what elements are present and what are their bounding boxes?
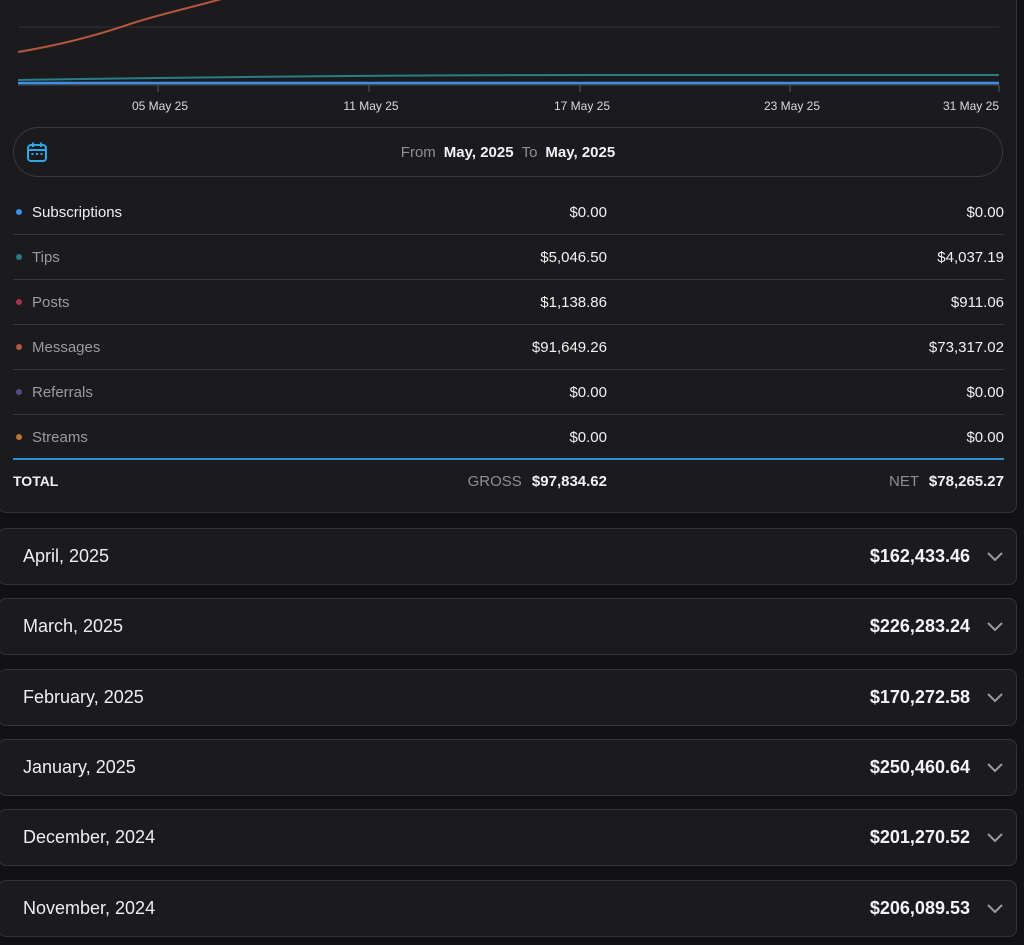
calendar-icon[interactable] <box>26 141 48 163</box>
category-label: Referrals <box>32 383 93 401</box>
gross-value: $0.00 <box>569 428 607 446</box>
month-name: April, 2025 <box>23 546 110 566</box>
total-row: TOTAL GROSS $97,834.62 NET $78,265.27 <box>13 460 1004 502</box>
category-row-messages: Messages $91,649.26 $73,317.02 <box>13 325 1004 370</box>
net-value: $4,037.19 <box>937 248 1004 266</box>
category-row-posts: Posts $1,138.86 $911.06 <box>13 280 1004 325</box>
x-tick-label: 05 May 25 <box>132 99 188 113</box>
earnings-breakdown: Subscriptions $0.00 $0.00 Tips $5,046.50… <box>13 190 1004 502</box>
month-row-february-2025[interactable]: February, 2025 $170,272.58 <box>0 669 1017 726</box>
month-row-december-2024[interactable]: December, 2024 $201,270.52 <box>0 809 1017 866</box>
net-value: $911.06 <box>950 293 1004 311</box>
legend-dot-posts <box>16 299 22 305</box>
legend-dot-streams <box>16 434 22 440</box>
chevron-down-icon[interactable] <box>986 828 1004 846</box>
month-name: December, 2024 <box>23 827 156 847</box>
month-name: March, 2025 <box>23 616 124 636</box>
from-value[interactable]: May, 2025 <box>443 143 514 161</box>
category-label: Subscriptions <box>32 203 123 221</box>
net-label: NET <box>889 472 919 490</box>
month-amount: $162,433.46 <box>869 546 970 566</box>
category-label: Messages <box>32 338 101 356</box>
series-line-tips <box>17 74 999 81</box>
category-label: Streams <box>32 428 88 446</box>
gross-total: GROSS $97,834.62 <box>468 473 607 490</box>
month-amount: $201,270.52 <box>869 827 970 847</box>
date-range-picker[interactable]: From May, 2025 To May, 2025 <box>13 127 1003 177</box>
legend-dot-referrals <box>16 389 22 395</box>
month-row-april-2025[interactable]: April, 2025 $162,433.46 <box>0 528 1017 585</box>
x-tick-label: 31 May 25 <box>943 99 999 113</box>
category-row-subscriptions: Subscriptions $0.00 $0.00 <box>13 190 1004 235</box>
x-tick-label: 23 May 25 <box>764 99 820 113</box>
month-row-january-2025[interactable]: January, 2025 $250,460.64 <box>0 739 1017 796</box>
to-label: To <box>521 143 538 161</box>
category-row-referrals: Referrals $0.00 $0.00 <box>13 370 1004 415</box>
gross-value: $5,046.50 <box>540 248 607 266</box>
to-value[interactable]: May, 2025 <box>545 143 616 161</box>
legend-dot-messages <box>16 344 22 350</box>
gross-label: GROSS <box>467 472 522 490</box>
month-row-march-2025[interactable]: March, 2025 $226,283.24 <box>0 598 1017 655</box>
month-name: January, 2025 <box>23 757 136 777</box>
month-amount: $226,283.24 <box>869 616 970 636</box>
chevron-down-icon[interactable] <box>986 758 1004 776</box>
legend-dot-tips <box>16 254 22 260</box>
total-divider <box>13 458 1004 460</box>
month-amount: $206,089.53 <box>869 898 970 918</box>
total-label: TOTAL <box>13 473 59 489</box>
gross-value: $0.00 <box>569 383 607 401</box>
earnings-chart: 05 May 25 11 May 25 17 May 25 23 May 25 31 M… <box>17 0 1000 113</box>
net-total-value: $78,265.27 <box>928 472 1004 490</box>
net-value: $0.00 <box>966 428 1004 446</box>
chevron-down-icon[interactable] <box>986 899 1004 917</box>
chevron-down-icon[interactable] <box>986 688 1004 706</box>
chevron-down-icon[interactable] <box>986 547 1004 565</box>
net-total: NET $78,265.27 <box>889 473 1004 490</box>
net-value: $73,317.02 <box>928 338 1004 356</box>
from-label: From <box>400 143 436 161</box>
x-tick-label: 11 May 25 <box>343 99 398 113</box>
month-amount: $250,460.64 <box>869 757 970 777</box>
net-value: $0.00 <box>966 203 1004 221</box>
gross-value: $0.00 <box>569 203 607 221</box>
month-amount: $170,272.58 <box>869 687 970 707</box>
legend-dot-subscriptions <box>16 209 22 215</box>
category-row-tips: Tips $5,046.50 $4,037.19 <box>13 235 1004 280</box>
chevron-down-icon[interactable] <box>986 617 1004 635</box>
gross-value: $1,138.86 <box>540 293 607 311</box>
month-row-november-2024[interactable]: November, 2024 $206,089.53 <box>0 880 1017 937</box>
gross-total-value: $97,834.62 <box>531 472 607 490</box>
net-value: $0.00 <box>966 383 1004 401</box>
category-label: Posts <box>32 293 70 311</box>
month-name: February, 2025 <box>23 687 144 707</box>
category-row-streams: Streams $0.00 $0.00 <box>13 415 1004 459</box>
month-name: November, 2024 <box>23 898 156 918</box>
series-line-messages <box>17 0 222 53</box>
x-tick-label: 17 May 25 <box>554 99 610 113</box>
gross-value: $91,649.26 <box>531 338 607 356</box>
category-label: Tips <box>32 248 60 266</box>
